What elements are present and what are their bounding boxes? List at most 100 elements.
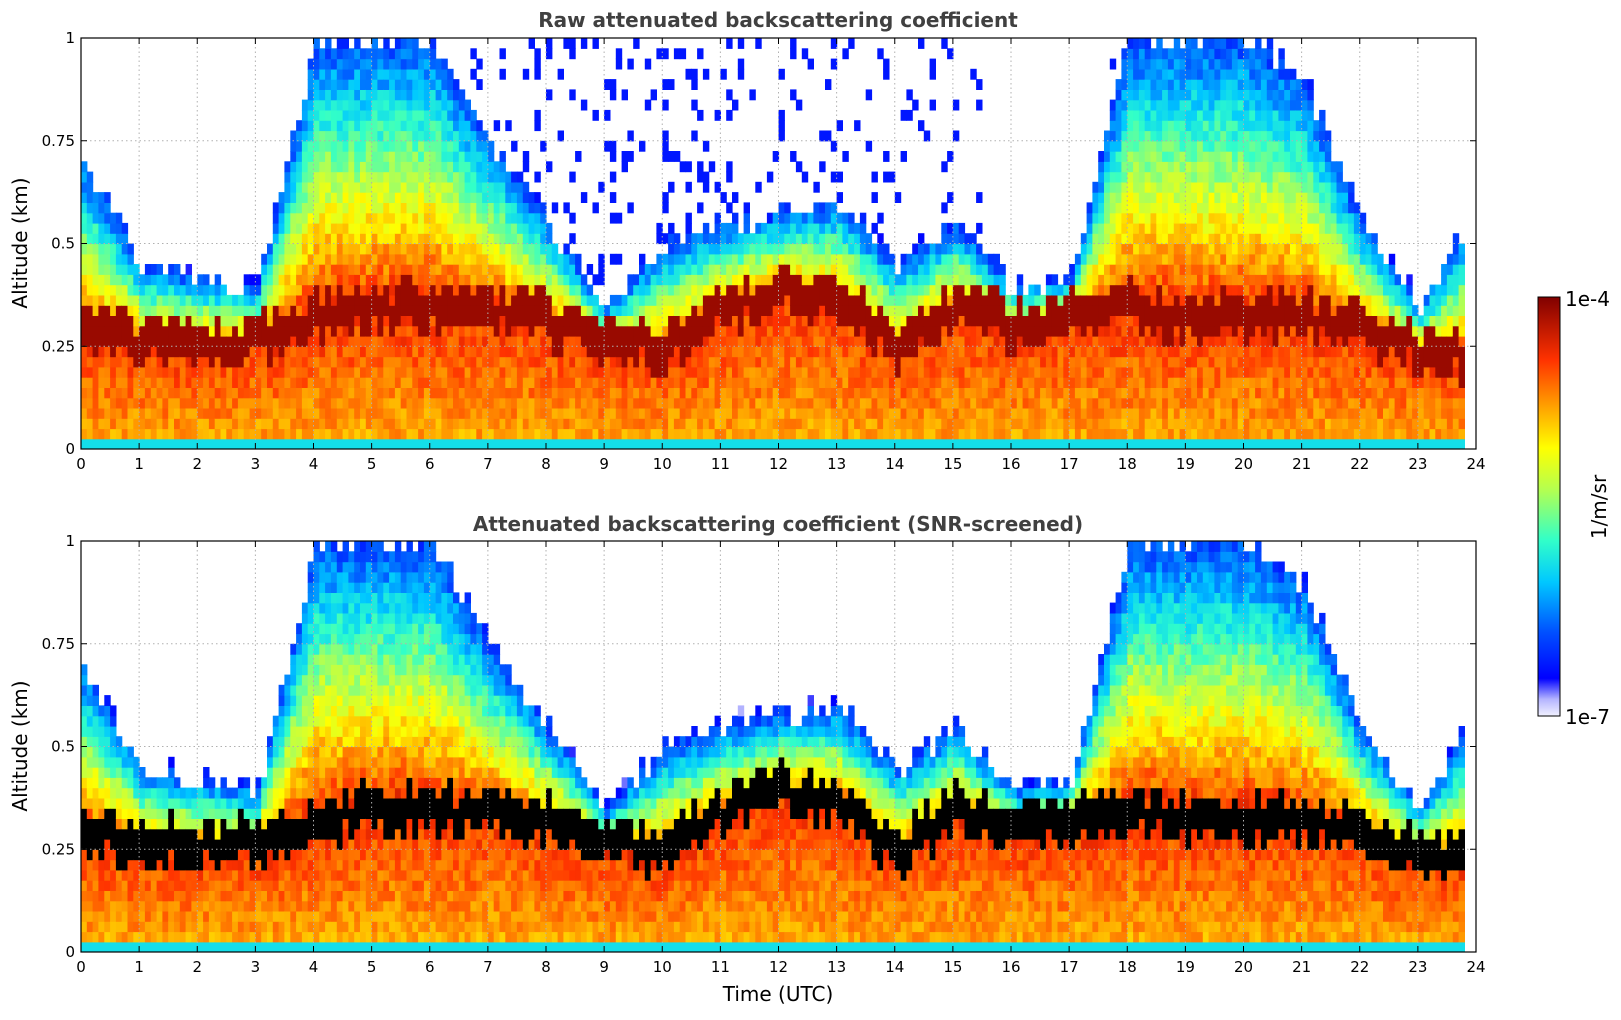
heatmap-cell bbox=[621, 377, 628, 388]
heatmap-cell bbox=[267, 366, 274, 378]
heatmap-cell bbox=[98, 253, 105, 265]
heatmap-cell bbox=[551, 315, 559, 327]
heatmap-cell bbox=[412, 202, 419, 214]
heatmap-cell bbox=[1063, 305, 1070, 316]
heatmap-cell bbox=[877, 274, 884, 286]
heatmap-cell bbox=[389, 305, 396, 316]
heatmap-cell bbox=[1057, 305, 1064, 316]
heatmap-cell bbox=[1034, 336, 1041, 347]
heatmap-cell bbox=[499, 346, 506, 358]
heatmap-cell bbox=[476, 305, 483, 316]
heatmap-cell bbox=[883, 284, 890, 296]
heatmap-cell bbox=[702, 315, 710, 327]
heatmap-cell bbox=[842, 264, 849, 275]
heatmap-cell bbox=[668, 418, 675, 430]
heatmap-cell bbox=[819, 202, 826, 214]
heatmap-cell bbox=[110, 397, 117, 409]
heatmap-cell bbox=[313, 438, 320, 449]
heatmap-cell bbox=[778, 264, 785, 275]
heatmap-cell bbox=[1179, 140, 1186, 152]
heatmap-cell bbox=[592, 38, 599, 49]
heatmap-cell bbox=[313, 305, 320, 316]
heatmap-cell bbox=[679, 315, 687, 327]
heatmap-cell bbox=[1167, 377, 1175, 388]
heatmap-cell bbox=[621, 305, 628, 316]
heatmap-cell bbox=[761, 356, 768, 368]
heatmap-cell bbox=[487, 151, 495, 162]
heatmap-cell bbox=[563, 243, 570, 255]
heatmap-cell bbox=[284, 181, 291, 193]
heatmap-cell bbox=[429, 130, 437, 142]
heatmap-cell bbox=[371, 407, 378, 419]
heatmap-cell bbox=[429, 109, 437, 121]
heatmap-cell bbox=[854, 407, 861, 419]
heatmap-cell bbox=[1115, 284, 1122, 296]
heatmap-cell bbox=[900, 407, 907, 419]
heatmap-cell bbox=[557, 397, 564, 409]
heatmap-cell bbox=[348, 336, 355, 347]
heatmap-cell bbox=[737, 274, 745, 286]
heatmap-cell bbox=[825, 377, 832, 388]
heatmap-cell bbox=[1022, 377, 1029, 388]
heatmap-cell bbox=[941, 274, 948, 286]
heatmap-cell bbox=[912, 315, 919, 327]
heatmap-cell bbox=[191, 305, 198, 316]
heatmap-cell bbox=[423, 418, 431, 430]
heatmap-cell bbox=[220, 336, 227, 347]
heatmap-cell bbox=[575, 264, 582, 275]
heatmap-cell bbox=[499, 294, 506, 306]
heatmap-cell bbox=[929, 284, 936, 296]
heatmap-cell bbox=[383, 284, 390, 296]
heatmap-cell bbox=[778, 377, 785, 388]
heatmap-cell bbox=[952, 366, 960, 378]
heatmap-cell bbox=[569, 356, 576, 368]
heatmap-cell bbox=[441, 89, 448, 101]
heatmap-cell bbox=[1104, 274, 1111, 286]
heatmap-cell bbox=[365, 438, 373, 449]
heatmap-cell bbox=[412, 120, 419, 132]
heatmap-cell bbox=[929, 243, 936, 255]
heatmap-cell bbox=[377, 253, 384, 265]
heatmap-cell bbox=[511, 192, 518, 203]
heatmap-cell bbox=[888, 274, 896, 286]
heatmap-cell bbox=[383, 89, 390, 101]
heatmap-cell bbox=[563, 356, 570, 368]
heatmap-cell bbox=[261, 377, 268, 388]
heatmap-cell bbox=[1121, 233, 1128, 245]
heatmap-cell bbox=[1173, 212, 1181, 224]
heatmap-cell bbox=[1121, 130, 1128, 142]
heatmap-cell bbox=[830, 438, 838, 449]
heatmap-cell bbox=[609, 387, 617, 399]
heatmap-cell bbox=[447, 222, 454, 234]
heatmap-cell bbox=[662, 264, 669, 275]
heatmap-cell bbox=[1133, 305, 1140, 316]
heatmap-cell bbox=[499, 171, 506, 183]
heatmap-cell bbox=[836, 274, 843, 286]
heatmap-cell bbox=[691, 377, 698, 388]
heatmap-cell bbox=[993, 366, 1000, 378]
heatmap-cell bbox=[569, 366, 576, 378]
heatmap-cell bbox=[464, 336, 471, 347]
heatmap-cell bbox=[1162, 294, 1169, 306]
heatmap-cell bbox=[877, 356, 884, 368]
heatmap-cell bbox=[918, 38, 925, 49]
heatmap-cell bbox=[609, 325, 617, 337]
heatmap-cell bbox=[354, 294, 361, 306]
heatmap-cell bbox=[261, 397, 268, 409]
heatmap-cell bbox=[551, 377, 559, 388]
heatmap-cell bbox=[900, 438, 907, 449]
heatmap-cell bbox=[656, 284, 663, 296]
heatmap-cell bbox=[371, 366, 378, 378]
heatmap-cell bbox=[330, 253, 338, 265]
heatmap-cell bbox=[639, 346, 646, 358]
heatmap-cell bbox=[139, 305, 146, 316]
heatmap-cell bbox=[563, 294, 570, 306]
heatmap-cell bbox=[418, 428, 425, 440]
heatmap-cell bbox=[232, 366, 239, 378]
heatmap-cell bbox=[1162, 171, 1169, 183]
heatmap-cell bbox=[383, 99, 390, 111]
heatmap-cell bbox=[197, 418, 204, 430]
heatmap-cell bbox=[964, 315, 971, 327]
heatmap-cell bbox=[813, 222, 820, 234]
heatmap-cell bbox=[418, 325, 425, 337]
